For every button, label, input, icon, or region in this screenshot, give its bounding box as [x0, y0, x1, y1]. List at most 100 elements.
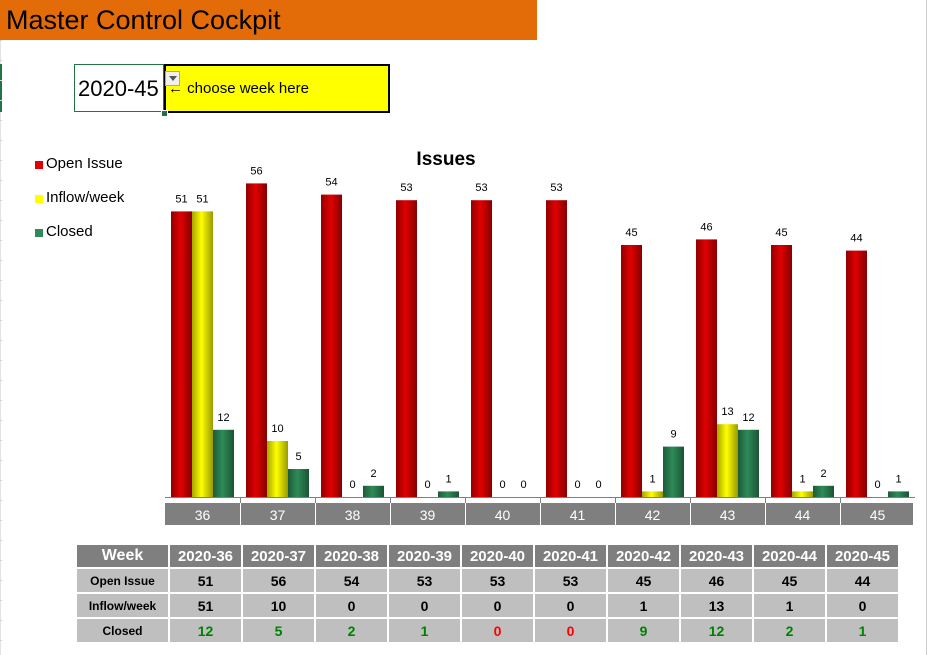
- table-cell: 45: [754, 569, 825, 592]
- row-gridline: [0, 320, 2, 321]
- data-label: 12: [742, 412, 754, 424]
- data-label: 51: [175, 193, 187, 205]
- table-row-inflow: Inflow/week 51 10 0 0 0 0 1 13 1 0: [77, 594, 898, 617]
- bar-closed: [888, 491, 909, 497]
- table-header-row: Week 2020-36 2020-37 2020-38 2020-39 202…: [77, 545, 898, 567]
- cell-fill-handle[interactable]: [161, 110, 168, 117]
- table-cell: 2: [316, 619, 387, 642]
- bar-open-issue: [696, 239, 717, 497]
- row-gridline: [0, 80, 2, 81]
- table-header-cell: 2020-44: [754, 545, 825, 567]
- x-tick-label: 36: [195, 507, 211, 523]
- table-cell: 0: [462, 619, 533, 642]
- table-cell: 1: [754, 594, 825, 617]
- x-tick-label: 42: [645, 507, 661, 523]
- bar-inflow-week: [717, 424, 738, 497]
- table-cell: 13: [681, 594, 752, 617]
- row-gridline: [0, 40, 2, 41]
- table-cell: 54: [316, 569, 387, 592]
- table-row-closed: Closed 12 5 2 1 0 0 9 12 2 1: [77, 619, 898, 642]
- bar-open-issue: [771, 245, 792, 497]
- row-gridline: [0, 380, 2, 381]
- row-gridline: [0, 420, 2, 421]
- table-header-week: Week: [77, 545, 168, 567]
- table-cell: 46: [681, 569, 752, 592]
- bar-closed: [738, 429, 759, 497]
- table-cell: 0: [827, 594, 898, 617]
- row-selection-marker: [0, 64, 2, 112]
- data-label: 45: [775, 227, 787, 239]
- x-axis-band: [165, 503, 913, 525]
- page-title: Master Control Cockpit: [6, 5, 281, 35]
- row-gridline: [0, 200, 2, 201]
- bar-inflow-week: [192, 211, 213, 497]
- data-label: 51: [196, 193, 208, 205]
- table-cell: 44: [827, 569, 898, 592]
- table-header-cell: 2020-38: [316, 545, 387, 567]
- week-summary-table: Week 2020-36 2020-37 2020-38 2020-39 202…: [75, 543, 900, 644]
- table-cell: 0: [535, 619, 606, 642]
- row-gridline: [0, 260, 2, 261]
- x-tick-label: 37: [270, 507, 286, 523]
- row-gridline: [0, 120, 2, 121]
- data-label: 0: [874, 479, 880, 491]
- table-cell: 0: [316, 594, 387, 617]
- data-label: 0: [595, 479, 601, 491]
- row-gridline: [0, 300, 2, 301]
- legend-label-open-issue: Open Issue: [46, 155, 123, 172]
- table-header-cell: 2020-39: [389, 545, 460, 567]
- x-tick-label: 39: [420, 507, 436, 523]
- data-label: 1: [799, 473, 805, 485]
- bar-closed: [813, 485, 834, 497]
- data-label: 53: [475, 182, 487, 194]
- bar-closed: [438, 491, 459, 497]
- bar-inflow-week: [267, 441, 288, 497]
- table-header-cell: 2020-42: [608, 545, 679, 567]
- data-label: 54: [325, 177, 337, 189]
- week-selector-cell[interactable]: 2020-45: [74, 64, 164, 112]
- week-dropdown-button[interactable]: [165, 71, 180, 86]
- bar-open-issue: [396, 200, 417, 497]
- row-gridline: [0, 520, 2, 521]
- row-gridline: [0, 460, 2, 461]
- bar-open-issue: [846, 250, 867, 497]
- table-header-cell: 2020-36: [170, 545, 241, 567]
- week-hint-box: ← choose week here: [164, 64, 390, 113]
- row-gridline: [0, 580, 2, 581]
- data-label: 10: [271, 423, 283, 435]
- table-row-label: Closed: [77, 619, 168, 642]
- table-cell: 1: [608, 594, 679, 617]
- bar-closed: [363, 485, 384, 497]
- data-label: 1: [895, 473, 901, 485]
- week-selector-value[interactable]: 2020-45: [78, 76, 159, 101]
- table-cell: 53: [535, 569, 606, 592]
- sheet-left-edge: [0, 0, 1, 655]
- table-row-open-issue: Open Issue 51 56 54 53 53 53 45 46 45 44: [77, 569, 898, 592]
- table-cell: 0: [535, 594, 606, 617]
- table-row-label: Inflow/week: [77, 594, 168, 617]
- data-label: 12: [217, 412, 229, 424]
- data-label: 46: [700, 221, 712, 233]
- data-label: 13: [721, 406, 733, 418]
- table-header-cell: 2020-45: [827, 545, 898, 567]
- data-label: 0: [520, 479, 526, 491]
- week-hint-text: ← choose week here: [168, 80, 309, 97]
- row-gridline: [0, 620, 2, 621]
- table-header-cell: 2020-40: [462, 545, 533, 567]
- row-gridline: [0, 440, 2, 441]
- row-gridline: [0, 180, 2, 181]
- x-tick-label: 45: [870, 507, 886, 523]
- row-gridline: [0, 500, 2, 501]
- bar-open-issue: [621, 245, 642, 497]
- table-cell: 51: [170, 569, 241, 592]
- data-label: 0: [499, 479, 505, 491]
- row-gridline: [0, 160, 2, 161]
- chevron-down-icon[interactable]: [169, 76, 177, 81]
- bar-open-issue: [321, 194, 342, 497]
- data-label: 1: [445, 473, 451, 485]
- table-cell: 5: [243, 619, 314, 642]
- data-label: 53: [400, 182, 412, 194]
- bar-open-issue: [246, 183, 267, 497]
- table-cell: 56: [243, 569, 314, 592]
- table-header-cell: 2020-37: [243, 545, 314, 567]
